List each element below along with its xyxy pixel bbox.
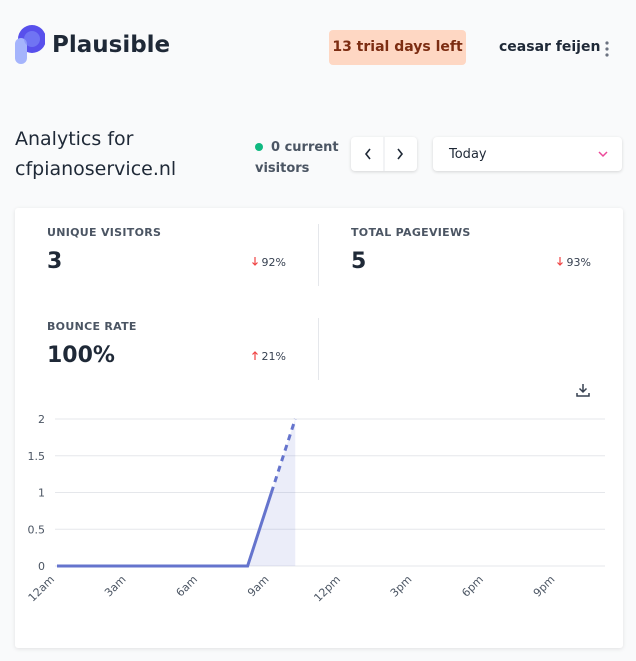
arrow (556, 257, 563, 266)
y-tick-label: 1.5 (28, 450, 46, 463)
x-tick-label: 9pm (531, 573, 558, 600)
x-tick-label: 12pm (311, 573, 343, 605)
heading: Analytics for (15, 128, 134, 150)
divider (318, 224, 319, 286)
x-tick-label: 6pm (459, 573, 486, 600)
change-text: 92% (261, 256, 286, 269)
y-tick-label: 0.5 (28, 523, 46, 536)
stat-label: BOUNCE RATE (47, 320, 137, 333)
line-dashed (270, 418, 297, 493)
x-tick-label: 6am (174, 573, 200, 599)
prev[interactable] (364, 148, 371, 160)
stat: UNIQUE VISITORS 3 92% (47, 226, 286, 274)
stat-label: TOTAL PAGEVIEWS (351, 226, 471, 239)
stat-label: UNIQUE VISITORS (47, 226, 162, 239)
stat-change: 93% (556, 256, 591, 269)
date-picker[interactable] (433, 137, 622, 171)
x-tick-label: 12am (26, 573, 57, 604)
download[interactable] (575, 382, 591, 398)
line (57, 492, 273, 568)
stat-value: 100% (47, 343, 115, 368)
y-tick-label: 2 (38, 413, 45, 426)
x-tick-label: 3pm (388, 573, 415, 600)
brand[interactable]: Plausible (52, 32, 171, 58)
x-tick-label: 3am (102, 573, 128, 599)
y-tick-label: 1 (38, 487, 45, 500)
x-tick-label: 9am (245, 573, 271, 599)
stat-change: 21% (251, 350, 286, 363)
next[interactable] (397, 148, 404, 160)
user-menu[interactable]: ceasar feijen (499, 39, 601, 55)
trial-badge[interactable]: 13 trial days left (329, 30, 466, 65)
card (15, 208, 623, 648)
arrow-path (556, 257, 563, 266)
arrow (251, 351, 258, 360)
nav-buttons (351, 137, 417, 171)
logo (15, 25, 45, 64)
stat: TOTAL PAGEVIEWS 5 93% (351, 226, 591, 274)
arrow (251, 257, 258, 266)
stat-value: 5 (351, 249, 367, 274)
change-text: 93% (566, 256, 591, 269)
domain: cfpianoservice.nl (15, 158, 177, 180)
stat: BOUNCE RATE 100% 21% (47, 320, 286, 368)
menu-dots[interactable] (603, 40, 611, 58)
arrow-path (251, 351, 258, 360)
stat-change: 92% (251, 256, 286, 269)
area (57, 419, 296, 566)
visitors-text: 0 current visitors (255, 140, 339, 176)
nav-icons (364, 137, 404, 171)
arrow-path (251, 257, 258, 266)
chevron (598, 151, 608, 158)
period[interactable]: Today (449, 147, 487, 162)
current-visitors: 0 current visitors (255, 137, 345, 179)
live-dot (255, 143, 263, 151)
y-tick-label: 0 (38, 560, 45, 573)
change-text: 21% (261, 350, 286, 363)
divider (318, 318, 319, 380)
stat-value: 3 (47, 249, 63, 274)
